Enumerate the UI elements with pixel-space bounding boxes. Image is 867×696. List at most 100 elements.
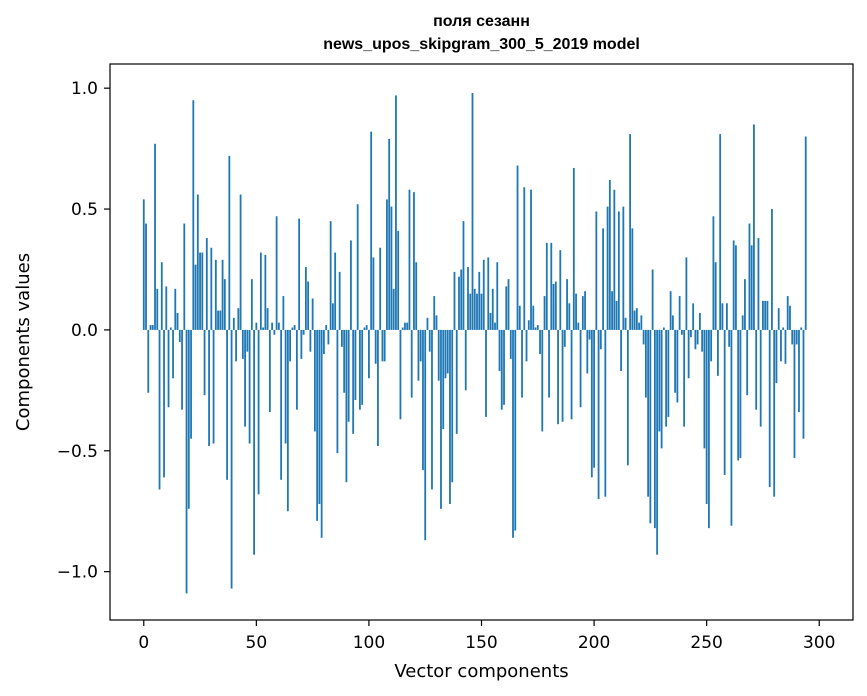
bar-231 (662, 327, 665, 330)
bar-165 (514, 329, 517, 531)
bar-87 (338, 271, 341, 330)
y-axis-label: Components values (13, 253, 34, 431)
bar-168 (521, 329, 523, 398)
bar-278 (768, 329, 771, 488)
bar-0 (142, 199, 145, 330)
bar-162 (507, 279, 510, 330)
bar-36 (223, 279, 226, 330)
bar-170 (525, 329, 528, 362)
bar-149 (478, 271, 481, 330)
bar-10 (165, 286, 168, 330)
bar-258 (723, 329, 726, 475)
bar-250 (705, 329, 708, 504)
bar-257 (721, 303, 724, 330)
bar-163 (509, 329, 512, 359)
bar-34 (219, 310, 222, 330)
bar-106 (381, 329, 384, 362)
bar-73 (307, 281, 310, 330)
bar-45 (244, 329, 246, 427)
bar-276 (764, 300, 767, 330)
bar-183 (554, 281, 557, 330)
bar-205 (604, 329, 607, 497)
bar-113 (397, 230, 400, 330)
bar-214 (624, 317, 627, 330)
bar-284 (782, 327, 785, 330)
bar-58 (273, 329, 276, 335)
bar-70 (300, 329, 303, 359)
bar-184 (557, 329, 559, 425)
bar-158 (498, 329, 501, 372)
bar-72 (304, 267, 307, 330)
bar-216 (629, 134, 632, 330)
bar-288 (791, 329, 794, 345)
bar-98 (363, 327, 366, 330)
x-axis-label: Vector components (394, 661, 568, 682)
bar-20 (187, 329, 190, 509)
bar-51 (257, 329, 260, 495)
bar-160 (503, 329, 505, 405)
bar-230 (660, 329, 663, 449)
bar-37 (226, 329, 228, 480)
bar-42 (237, 308, 240, 330)
bar-176 (539, 329, 541, 355)
bar-283 (780, 329, 782, 362)
bar-89 (343, 329, 346, 393)
bar-90 (345, 329, 348, 483)
bar-291 (798, 329, 800, 413)
bar-2 (147, 329, 150, 393)
bar-151 (482, 259, 485, 330)
bar-124 (422, 329, 424, 471)
bar-65 (289, 329, 292, 362)
bar-249 (703, 329, 706, 449)
bar-177 (541, 329, 544, 432)
bar-203 (599, 329, 602, 350)
bar-82 (327, 329, 330, 345)
bar-197 (586, 329, 589, 374)
bar-100 (368, 329, 370, 379)
bar-132 (440, 329, 442, 509)
bar-136 (449, 329, 451, 504)
bar-153 (487, 257, 490, 330)
x-tick-label: 0 (138, 633, 149, 653)
bar-122 (417, 329, 420, 381)
bar-213 (622, 206, 625, 330)
bar-139 (455, 329, 458, 434)
bar-21 (190, 329, 192, 439)
bar-289 (793, 329, 796, 459)
bar-110 (390, 206, 393, 330)
bar-256 (719, 134, 722, 330)
bar-79 (320, 329, 323, 538)
bar-154 (489, 312, 492, 330)
bar-159 (500, 329, 503, 410)
bar-192 (575, 293, 577, 330)
bar-9 (163, 329, 165, 478)
bar-280 (773, 329, 776, 497)
bar-118 (408, 189, 411, 330)
bar-239 (680, 329, 683, 335)
bar-41 (235, 329, 237, 362)
bar-243 (689, 329, 692, 338)
bar-78 (318, 329, 321, 504)
bar-222 (642, 329, 645, 345)
bar-253 (712, 216, 715, 330)
bar-144 (467, 267, 469, 330)
bar-101 (370, 131, 373, 330)
bar-152 (485, 329, 487, 417)
bar-92 (350, 240, 352, 330)
bar-129 (433, 296, 436, 330)
bar-11 (167, 329, 170, 408)
bar-134 (444, 329, 447, 379)
bar-109 (388, 138, 391, 330)
bar-53 (262, 327, 265, 330)
bar-219 (635, 308, 638, 330)
bar-265 (739, 329, 742, 459)
bar-69 (298, 218, 301, 330)
bar-117 (406, 322, 409, 330)
bar-127 (428, 329, 431, 352)
bar-126 (426, 317, 429, 330)
bar-232 (665, 329, 668, 427)
bar-104 (377, 329, 379, 446)
bar-293 (802, 329, 805, 439)
y-tick-label: −0.5 (57, 442, 98, 462)
bar-86 (336, 329, 339, 454)
